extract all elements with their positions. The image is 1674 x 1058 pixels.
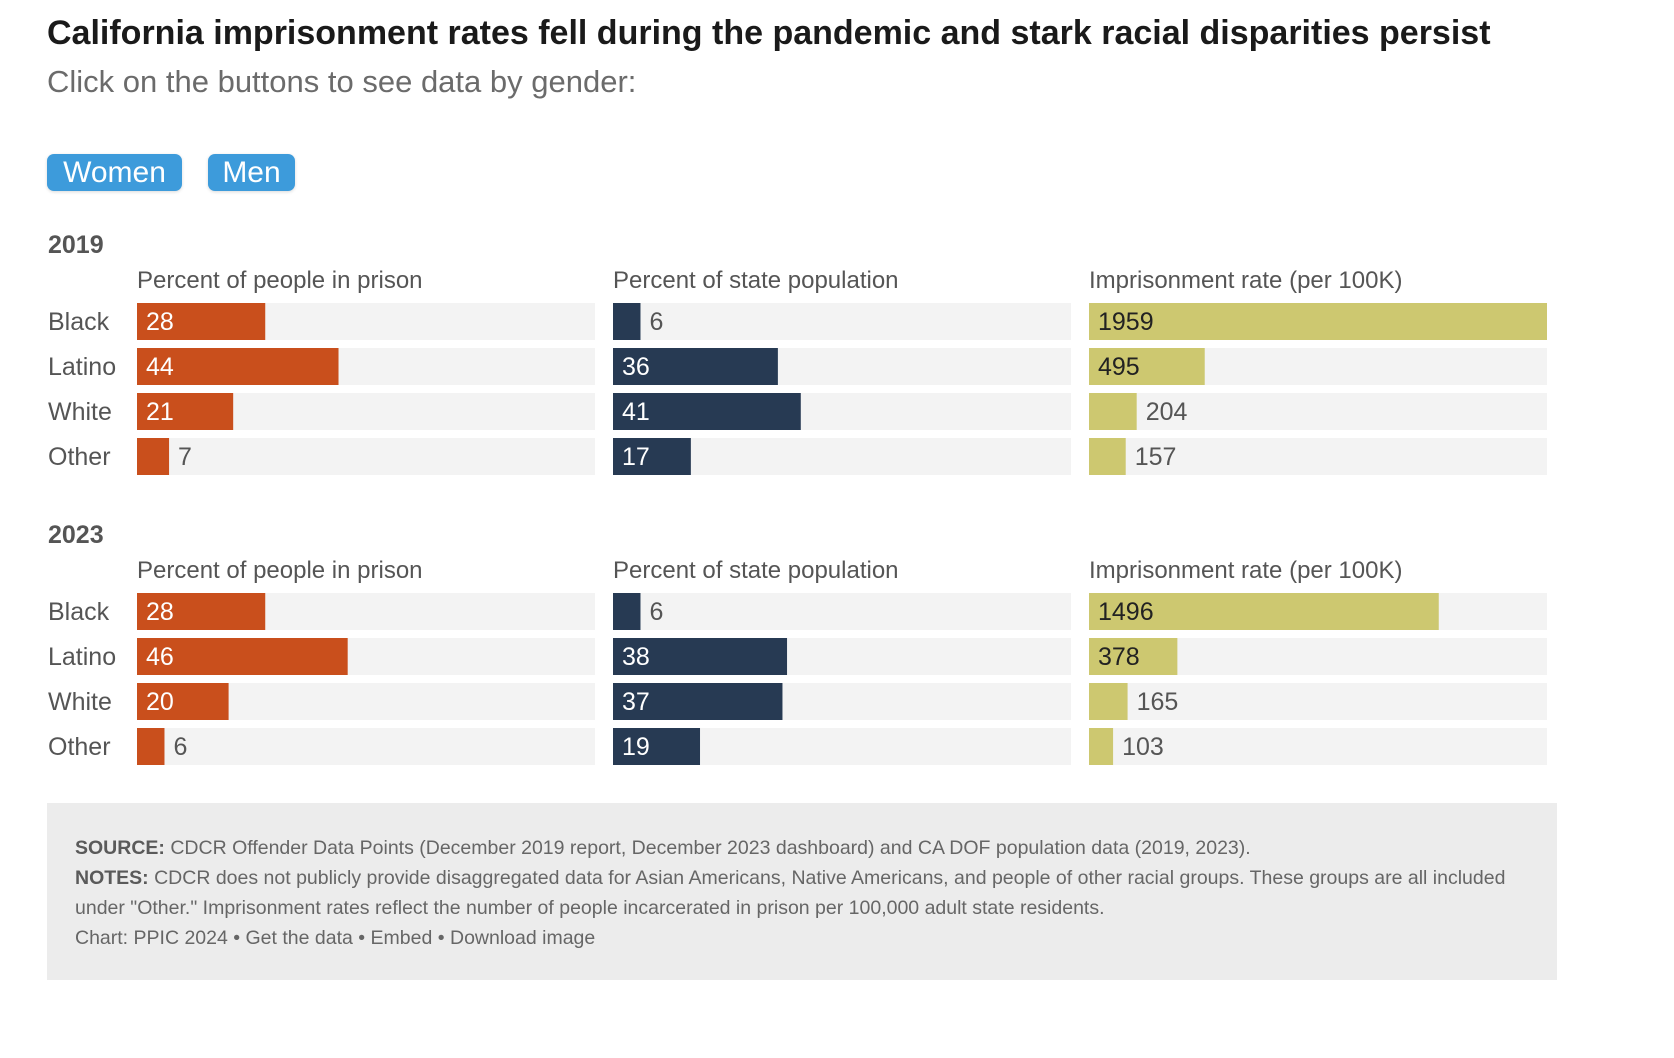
bar: [137, 303, 266, 340]
bar: [137, 683, 229, 720]
men-button[interactable]: Men: [208, 154, 295, 191]
category-label: Latino: [48, 643, 116, 671]
category-label: Latino: [48, 353, 116, 381]
category-label: Black: [48, 308, 110, 336]
data-label: 41: [622, 398, 650, 426]
data-label: 20: [146, 688, 174, 716]
bar: [613, 438, 691, 475]
bar: [1089, 438, 1126, 475]
chart-credit: Chart: PPIC 2024: [75, 927, 228, 949]
metric-header: Imprisonment rate (per 100K): [1089, 267, 1402, 294]
data-label: 1496: [1098, 598, 1154, 626]
bar: [1089, 303, 1547, 340]
metric-header: Percent of people in prison: [137, 267, 423, 294]
category-label: Other: [48, 733, 111, 761]
bar: [613, 393, 801, 430]
data-label: 17: [622, 443, 650, 471]
bar-track: [1089, 728, 1547, 765]
embed-link[interactable]: Embed: [370, 927, 433, 949]
data-label: 204: [1146, 398, 1188, 426]
data-label: 44: [146, 353, 174, 381]
data-label: 21: [146, 398, 174, 426]
year-label: 2023: [48, 521, 104, 549]
women-button[interactable]: Women: [47, 154, 182, 191]
bar-track: [137, 438, 595, 475]
data-label: 28: [146, 308, 174, 336]
category-label: White: [48, 398, 112, 426]
data-label: 7: [178, 443, 192, 471]
category-label: White: [48, 688, 112, 716]
category-label: Black: [48, 598, 110, 626]
bar: [1089, 638, 1178, 675]
chart-title: California imprisonment rates fell durin…: [47, 14, 1491, 52]
bar: [613, 638, 788, 675]
data-label: 165: [1137, 688, 1179, 716]
data-label: 103: [1122, 733, 1164, 761]
bar-track: [1089, 393, 1547, 430]
notes-text: CDCR does not publicly provide disaggreg…: [75, 867, 1506, 919]
download-image-link[interactable]: Download image: [449, 927, 596, 949]
data-label: 6: [649, 308, 663, 336]
bar-track: [1089, 438, 1547, 475]
bar-track: [1089, 683, 1547, 720]
bar: [137, 728, 165, 765]
chart-subtitle: Click on the buttons to see data by gend…: [47, 64, 637, 99]
category-label: Other: [48, 443, 111, 471]
get-data-link[interactable]: Get the data: [245, 927, 353, 949]
bar: [1089, 593, 1439, 630]
bar: [137, 393, 234, 430]
chart-footer: SOURCE: CDCR Offender Data Points (Decem…: [47, 803, 1557, 980]
data-label: 495: [1098, 353, 1140, 381]
data-label: 37: [622, 688, 650, 716]
data-label: 157: [1135, 443, 1177, 471]
separator: •: [432, 927, 450, 949]
data-label: 6: [173, 733, 187, 761]
data-label: 19: [622, 733, 650, 761]
notes-label: NOTES:: [75, 867, 149, 889]
separator: •: [227, 927, 246, 949]
bar: [1089, 393, 1137, 430]
metric-header: Imprisonment rate (per 100K): [1089, 557, 1402, 584]
data-label: 36: [622, 353, 650, 381]
bar: [137, 638, 348, 675]
bar-track: [613, 593, 1071, 630]
year-label: 2019: [48, 231, 104, 259]
bar: [1089, 728, 1114, 765]
bar: [613, 728, 701, 765]
bar: [613, 303, 641, 340]
data-label: 28: [146, 598, 174, 626]
notes-note: NOTES: CDCR does not publicly provide di…: [75, 863, 1535, 923]
data-label: 46: [146, 643, 174, 671]
source-label: SOURCE:: [75, 837, 165, 859]
metric-header: Percent of state population: [613, 267, 899, 294]
data-label: 38: [622, 643, 650, 671]
bar: [1089, 348, 1205, 385]
bar: [613, 348, 778, 385]
metric-header: Percent of state population: [613, 557, 899, 584]
data-label: 1959: [1098, 308, 1154, 336]
bar: [613, 593, 641, 630]
source-text: CDCR Offender Data Points (December 2019…: [164, 837, 1251, 859]
data-label: 378: [1098, 643, 1140, 671]
bar: [137, 438, 170, 475]
bar: [137, 593, 266, 630]
bar: [1089, 683, 1128, 720]
data-label: 6: [649, 598, 663, 626]
source-note: SOURCE: CDCR Offender Data Points (Decem…: [75, 833, 1535, 863]
bar-track: [137, 728, 595, 765]
bar: [137, 348, 339, 385]
credit-line: Chart: PPIC 2024 • Get the data • Embed …: [75, 923, 1535, 953]
metric-header: Percent of people in prison: [137, 557, 423, 584]
separator: •: [352, 927, 371, 949]
bar: [613, 683, 783, 720]
bar-track: [613, 303, 1071, 340]
